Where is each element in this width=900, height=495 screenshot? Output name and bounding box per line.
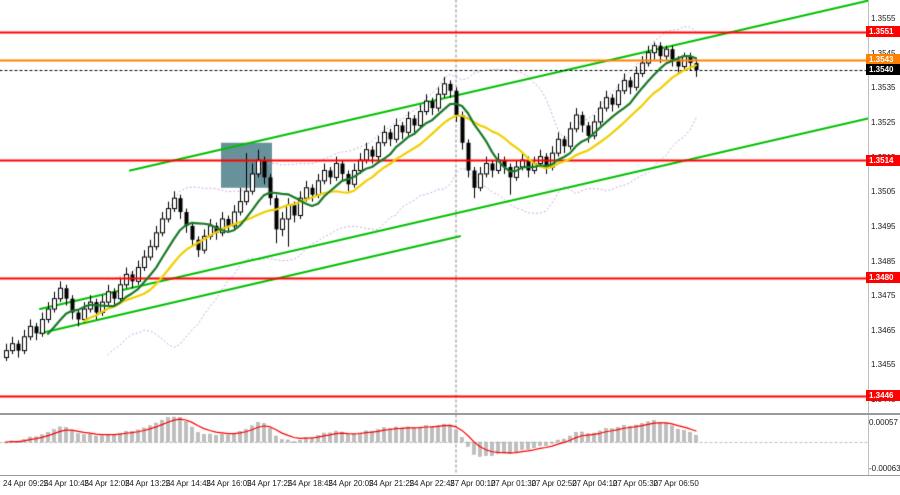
time-tick-label: 24 Apr 18:45 [287,479,333,488]
candlestick-chart-canvas[interactable] [0,0,868,413]
chart-indicator-splitter[interactable] [0,413,900,415]
indicator-timeaxis-divider [0,475,900,476]
price-level-tag[interactable]: 1.3514 [866,154,900,166]
price-tick-label: 1.3505 [871,187,896,197]
indicator-min-label: -0.00063 [869,464,900,473]
price-level-tag[interactable]: 1.3480 [866,272,900,284]
price-tick-label: 1.3485 [871,256,896,266]
price-axis-border [868,0,869,475]
time-tick-label: 24 Apr 22:45 [409,479,455,488]
price-level-tag[interactable]: 1.3551 [866,26,900,38]
time-tick-label: 24 Apr 21:25 [368,479,415,488]
price-tick-label: 1.3475 [871,291,896,301]
time-tick-label: 27 Apr 00:10 [450,479,496,488]
price-tick-label: 1.3525 [871,117,896,127]
price-tick-label: 1.3465 [871,325,896,335]
time-tick-label: 24 Apr 12:05 [84,479,130,488]
price-tick-label: 1.3535 [871,83,896,93]
price-tick-label: 1.3545 [871,49,895,58]
time-tick-label: 27 Apr 06:50 [653,479,699,488]
time-tick-label: 27 Apr 05:30 [612,479,659,488]
time-tick-label: 27 Apr 04:10 [572,479,618,488]
price-level-tag[interactable]: 1.3543 [866,54,900,66]
time-tick-label: 24 Apr 20:05 [328,479,374,488]
price-level-tag[interactable]: 1.3446 [866,390,900,402]
price-tick-label: 1.3495 [871,221,896,231]
time-tick-label: 24 Apr 14:45 [165,479,211,488]
macd-indicator-canvas[interactable] [0,415,868,474]
time-tick-label: 24 Apr 09:25 [3,479,49,488]
price-tick-label: 1.3455 [871,360,896,370]
current-price-tag: 1.3540 [866,64,900,76]
time-tick-label: 24 Apr 10:45 [43,479,90,488]
time-tick-label: 24 Apr 13:25 [124,479,171,488]
time-tick-label: 27 Apr 02:50 [531,479,577,488]
indicator-max-label: 0.00057 [869,418,898,427]
price-tick-label: 1.3555 [871,14,896,24]
time-tick-label: 27 Apr 01:30 [490,479,537,488]
time-tick-label: 24 Apr 16:05 [206,479,252,488]
time-tick-label: 24 Apr 17:25 [246,479,293,488]
